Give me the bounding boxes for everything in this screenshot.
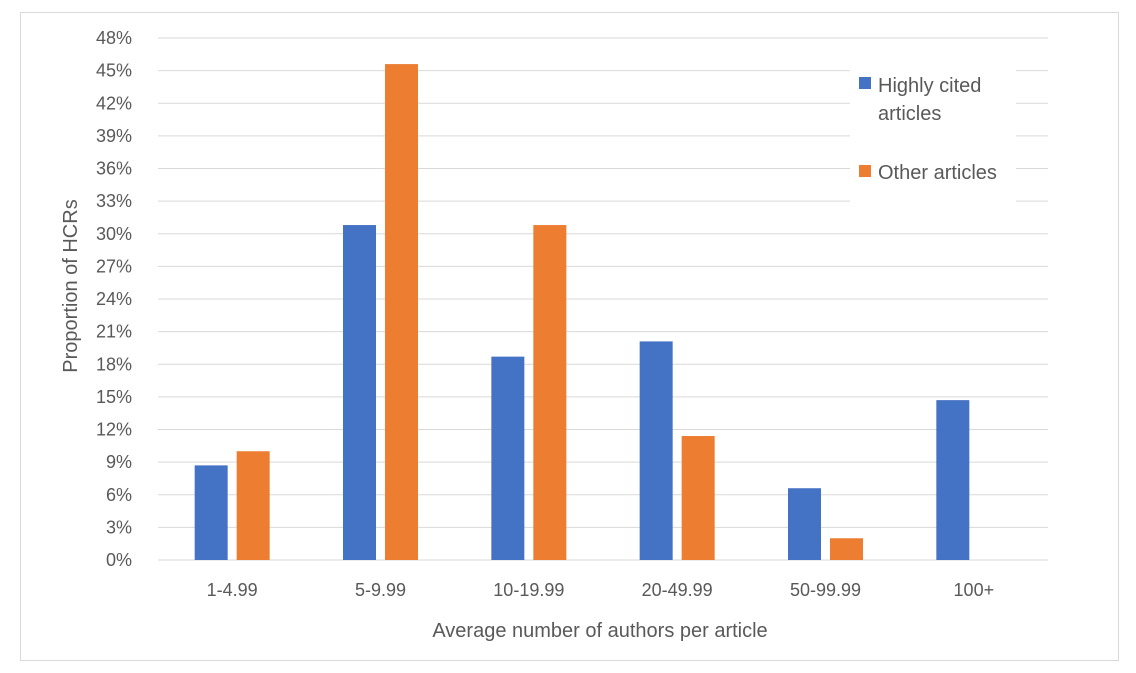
y-tick-label: 18% (96, 354, 132, 374)
y-tick-label: 42% (96, 93, 132, 113)
bar-other-1 (385, 64, 418, 560)
bar-highly-cited-5 (936, 400, 970, 560)
bar-highly-cited-4 (788, 488, 821, 560)
bar-highly-cited-3 (639, 341, 673, 560)
bar-highly-cited-2 (491, 356, 525, 560)
bar-other-3 (681, 436, 715, 560)
y-tick-label: 36% (96, 159, 132, 179)
legend-background (850, 62, 1016, 202)
legend-label-highly-cited: Highly cited articles (878, 75, 981, 125)
y-axis-title: Proportion of HCRs (60, 199, 82, 372)
x-tick-labels: 1-4.99 5-9.99 10-19.99 20-49.99 50-99.99 100+ (207, 580, 994, 600)
y-tick-label: 45% (96, 61, 132, 81)
y-tick-label: 48% (96, 28, 132, 48)
legend-swatch-other (859, 165, 871, 177)
x-tick-label: 50-99.99 (790, 580, 861, 600)
legend: Highly cited articles Other articles (850, 62, 1016, 202)
x-axis-title: Average number of authors per article (432, 620, 767, 642)
y-tick-label: 15% (96, 387, 132, 407)
bars (194, 64, 970, 561)
gridlines (158, 37, 1048, 561)
y-tick-label: 9% (106, 452, 132, 472)
legend-swatch-highly-cited (859, 77, 871, 89)
y-tick-label: 3% (106, 517, 132, 537)
x-tick-label: 1-4.99 (207, 580, 258, 600)
y-tick-label: 12% (96, 420, 132, 440)
bar-other-4 (830, 538, 863, 560)
x-tick-label: 100+ (954, 580, 995, 600)
y-tick-label: 30% (96, 224, 132, 244)
bar-highly-cited-0 (194, 465, 228, 560)
bar-other-2 (533, 225, 567, 561)
y-tick-label: 21% (96, 322, 132, 342)
x-tick-label: 20-49.99 (642, 580, 713, 600)
y-tick-label: 24% (96, 289, 132, 309)
y-tick-label: 6% (106, 485, 132, 505)
legend-label-other: Other articles (878, 162, 997, 184)
x-tick-label: 5-9.99 (355, 580, 406, 600)
y-tick-labels: 0% 3% 6% 9% 12% 15% 18% 21% 24% 27% 30% 33% 36% 39% 42… (96, 28, 132, 570)
y-tick-label: 0% (106, 550, 132, 570)
y-tick-label: 39% (96, 126, 132, 146)
bar-other-0 (236, 451, 270, 560)
bar-highly-cited-1 (343, 225, 376, 561)
y-tick-label: 33% (96, 191, 132, 211)
x-tick-label: 10-19.99 (493, 580, 564, 600)
y-tick-label: 27% (96, 256, 132, 276)
